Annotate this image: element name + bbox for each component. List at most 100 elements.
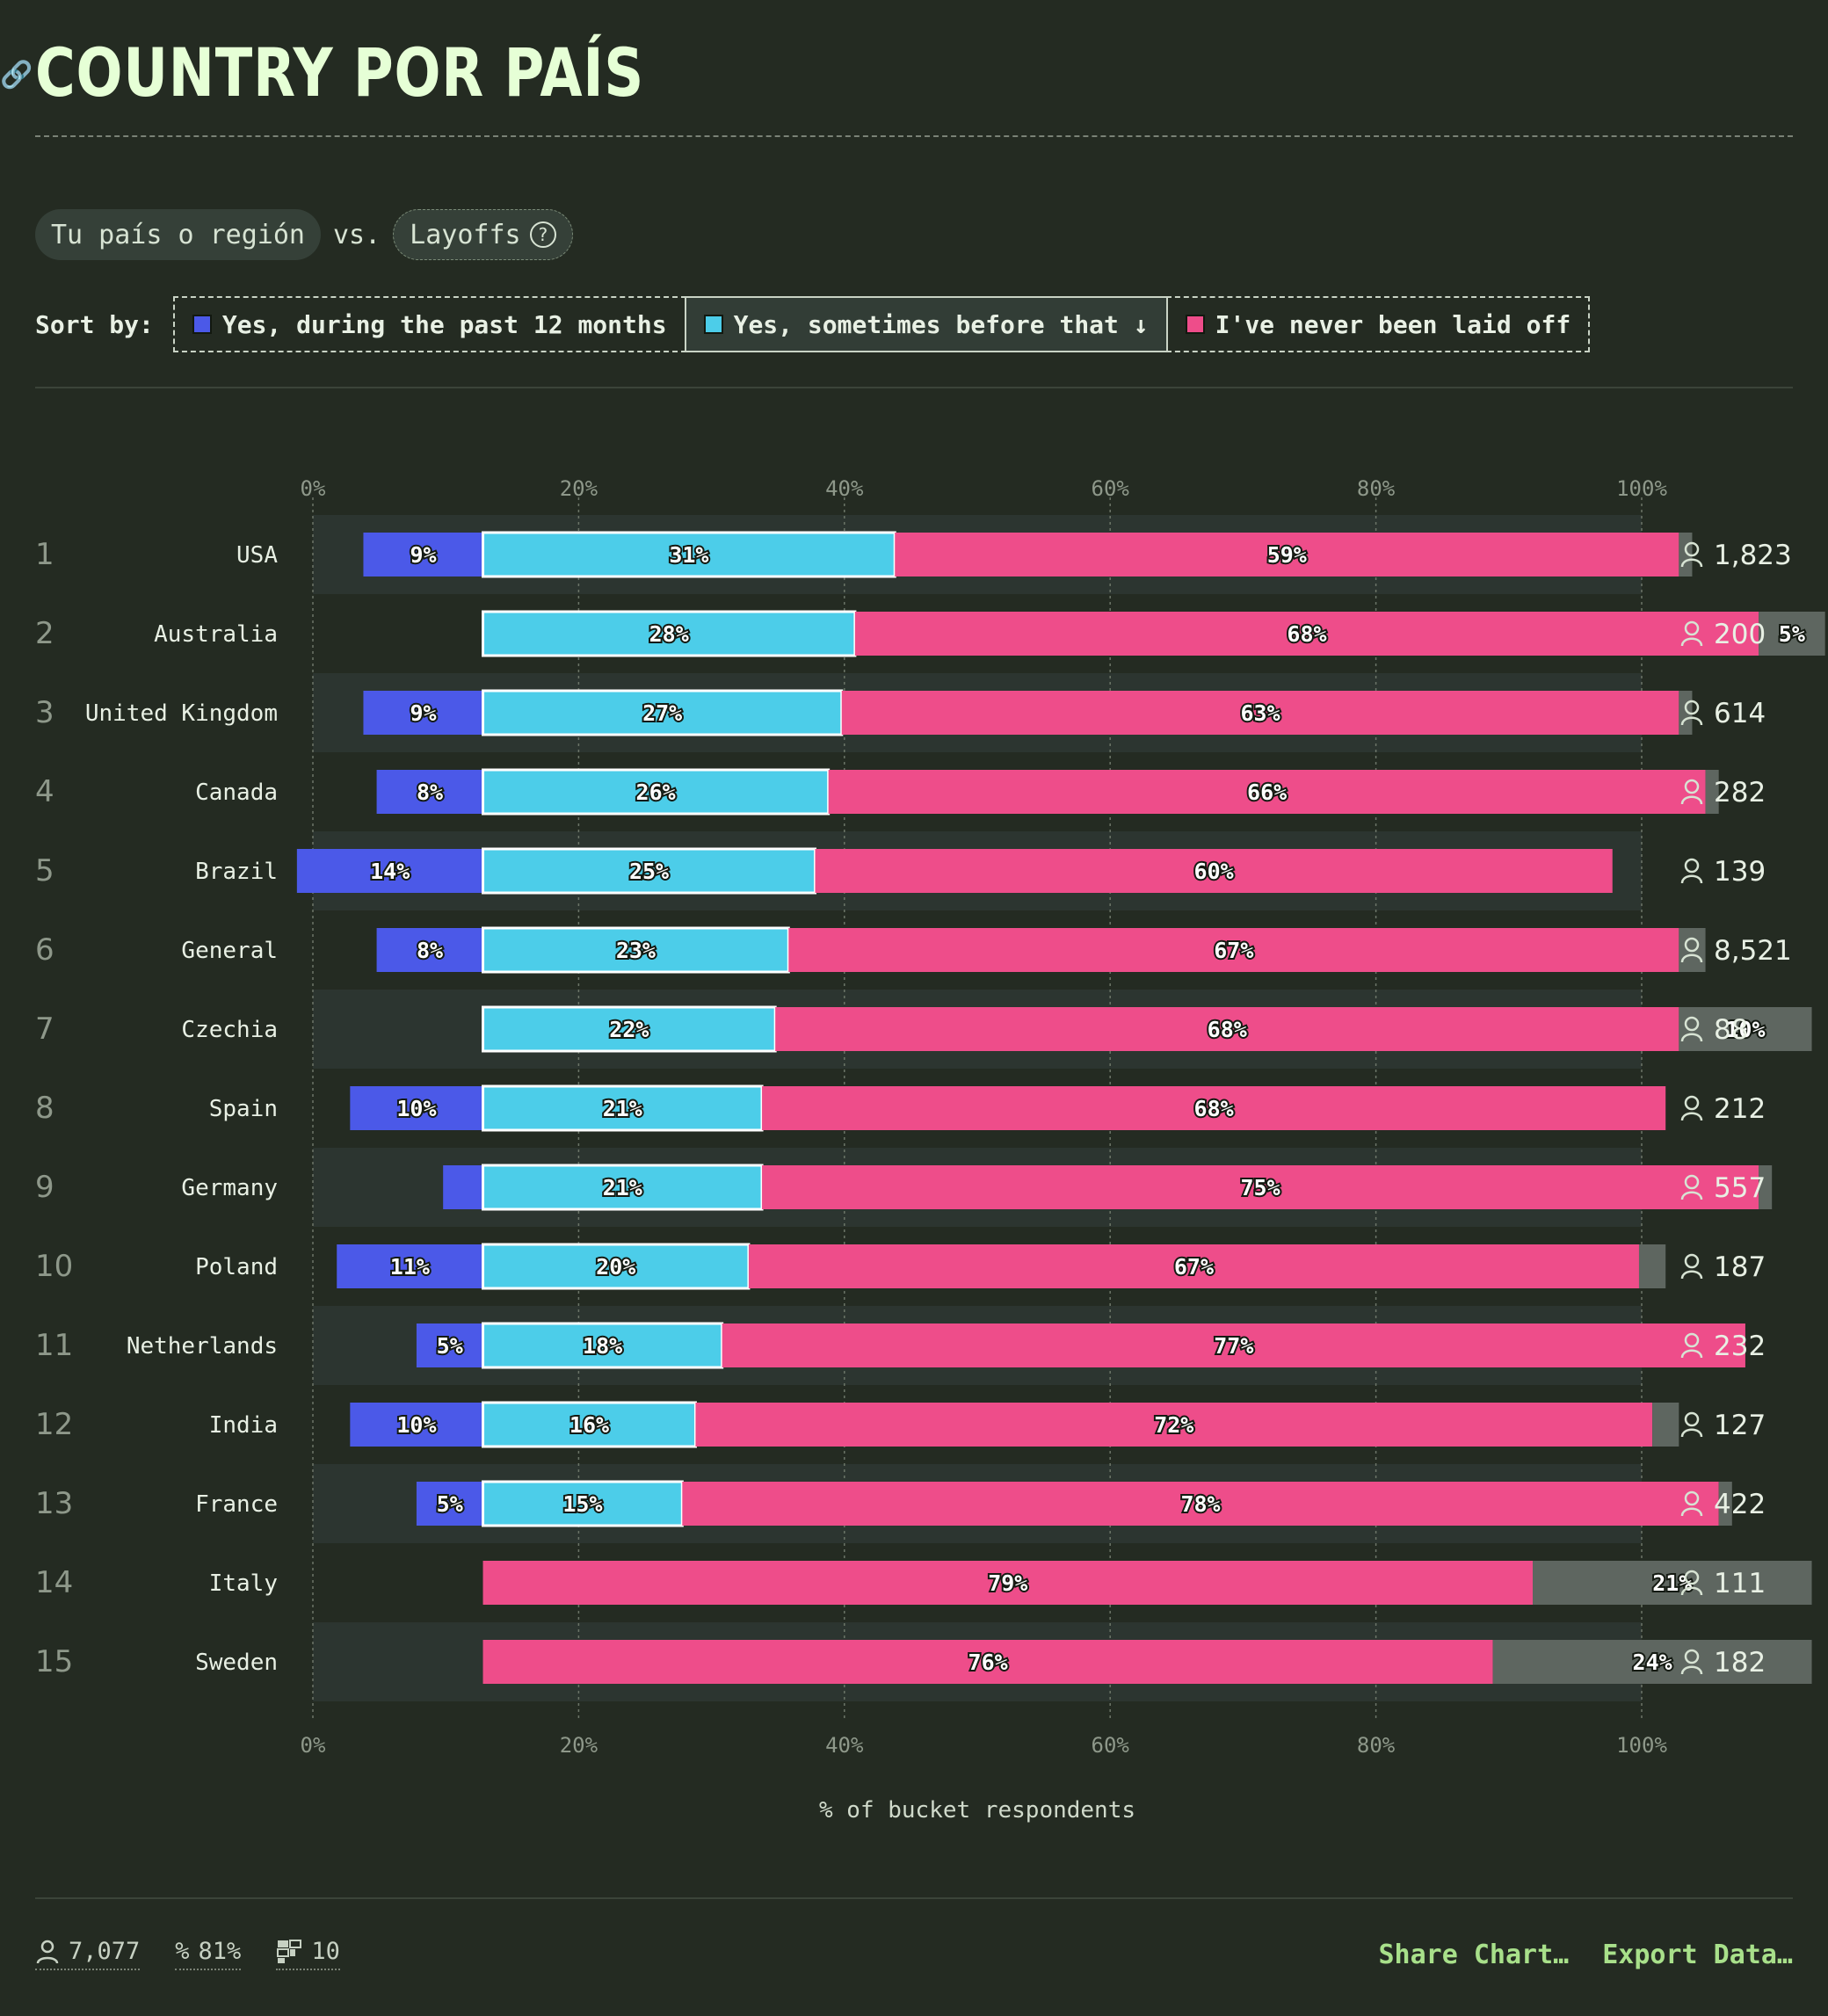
bar-before — [482, 768, 831, 816]
respondent-count: 182 — [1714, 1647, 1766, 1679]
export-data-link[interactable]: Export Data… — [1602, 1940, 1793, 1970]
respondent-count: 8,521 — [1714, 935, 1792, 967]
sort-option-never[interactable]: I've never been laid off — [1165, 296, 1591, 352]
bar-value-label: 75% — [1240, 1175, 1280, 1200]
person-icon — [1680, 874, 1703, 884]
respondent-count: 187 — [1714, 1251, 1766, 1283]
bar-never — [828, 770, 1706, 814]
person-icon — [1684, 1174, 1700, 1190]
person-icon — [1684, 1016, 1700, 1032]
bar-past12 — [363, 533, 483, 577]
bar-before — [482, 531, 896, 578]
respondent-count: 127 — [1714, 1410, 1766, 1441]
person-icon — [1680, 795, 1703, 805]
bar-value-label: 31% — [669, 542, 708, 568]
row-label: Germany — [181, 1175, 278, 1201]
bar-never — [482, 1561, 1534, 1605]
sort-option-before[interactable]: Yes, sometimes before that ↓ — [684, 296, 1168, 352]
country-selector-pill[interactable]: Tu país o región — [35, 209, 321, 260]
x-tick-label-top: 80% — [1357, 476, 1396, 501]
bar-value-label: 72% — [1154, 1412, 1193, 1438]
bar-never — [762, 1165, 1759, 1209]
sort-option-past12[interactable]: Yes, during the past 12 months — [172, 296, 686, 352]
bar-never — [682, 1482, 1719, 1526]
bar-value-label: 76% — [968, 1650, 1008, 1675]
person-icon — [1680, 1586, 1703, 1596]
layoffs-selector-pill[interactable]: Layoffs ? — [393, 209, 573, 260]
bar-never — [775, 1007, 1679, 1051]
bar-past12 — [416, 1323, 483, 1367]
bar-value-label: 10% — [1725, 1017, 1765, 1042]
page-title: COUNTRY POR PAÍS — [35, 33, 645, 112]
bar-value-label: 24% — [1633, 1650, 1672, 1675]
bar-value-label: 67% — [1174, 1254, 1214, 1280]
bar-value-label: 8% — [417, 938, 443, 963]
row-rank: 11 — [35, 1328, 73, 1363]
bar-before — [482, 689, 844, 736]
respondent-count: 88 — [1714, 1014, 1748, 1046]
person-icon — [1684, 620, 1700, 636]
x-tick-label-top: 100% — [1616, 476, 1667, 501]
person-icon — [1684, 1253, 1700, 1269]
person-icon — [1680, 1507, 1703, 1517]
person-icon — [1680, 1428, 1703, 1438]
bar-before — [482, 1005, 777, 1053]
percent-stat[interactable]: % 81% — [175, 1938, 242, 1970]
bar-other — [1718, 1482, 1732, 1526]
respondents-stat[interactable]: 7,077 — [35, 1938, 141, 1970]
share-chart-link[interactable]: Share Chart… — [1378, 1940, 1570, 1970]
respondent-count: 614 — [1714, 698, 1766, 729]
bar-past12 — [350, 1086, 483, 1130]
x-tick-label-bottom: 40% — [825, 1733, 864, 1758]
x-tick-label-top: 40% — [825, 476, 864, 501]
bar-value-label: 11% — [390, 1254, 430, 1280]
bar-never — [841, 691, 1679, 735]
title-divider — [35, 135, 1793, 137]
bar-value-label: 22% — [609, 1017, 649, 1042]
person-icon — [1680, 1033, 1703, 1042]
bar-other — [1492, 1640, 1812, 1684]
row-label: United Kingdom — [85, 700, 278, 727]
bar-other — [1759, 1165, 1773, 1209]
section-divider — [35, 387, 1793, 388]
person-icon — [1684, 1649, 1700, 1664]
person-icon — [1680, 1270, 1703, 1280]
row-rank: 6 — [35, 932, 54, 968]
stacked-bar-chart: 0% 0% 20% 20% 40% 40% 60% 60% 80% 80% 100% 100% % of… — [35, 476, 1825, 1824]
bar-value-label: 59% — [1267, 542, 1307, 568]
person-icon — [1684, 1570, 1700, 1585]
bar-value-label: 63% — [1240, 700, 1280, 726]
help-icon[interactable]: ? — [529, 221, 556, 248]
bar-never — [815, 849, 1613, 893]
bar-never — [695, 1403, 1653, 1447]
bar-value-label: 27% — [642, 700, 682, 726]
row-label: France — [195, 1491, 278, 1518]
bar-value-label: 68% — [1287, 621, 1326, 647]
bar-value-label: 21% — [603, 1096, 642, 1121]
bar-value-label: 28% — [649, 621, 689, 647]
sort-option-label: I've never been laid off — [1215, 309, 1571, 339]
bar-value-label: 20% — [596, 1254, 635, 1280]
row-label: General — [181, 938, 278, 964]
respondent-count: 200 — [1714, 619, 1766, 650]
bar-value-label: 67% — [1214, 938, 1253, 963]
bar-value-label: 78% — [1180, 1491, 1220, 1517]
percent-icon: % — [175, 1938, 190, 1965]
person-icon — [1684, 858, 1700, 874]
bar-value-label: 5% — [437, 1333, 463, 1359]
bar-value-label: 18% — [583, 1333, 622, 1359]
bar-value-label: 68% — [1194, 1096, 1234, 1121]
sort-controls: Sort by: Yes, during the past 12 months … — [35, 296, 1591, 352]
buckets-count: 10 — [311, 1938, 340, 1965]
bar-other — [1705, 770, 1719, 814]
x-axis-label: % of bucket respondents — [819, 1797, 1135, 1824]
layoffs-selector-label: Layoffs — [410, 219, 521, 250]
person-icon — [1680, 1665, 1703, 1675]
bar-past12 — [296, 849, 483, 893]
row-rank: 4 — [35, 774, 54, 809]
buckets-stat[interactable]: 10 — [276, 1938, 340, 1970]
person-icon — [1680, 954, 1703, 963]
row-rank: 3 — [35, 695, 54, 730]
sort-label: Sort by: — [35, 309, 154, 339]
link-icon[interactable]: 🔗 — [0, 60, 33, 91]
